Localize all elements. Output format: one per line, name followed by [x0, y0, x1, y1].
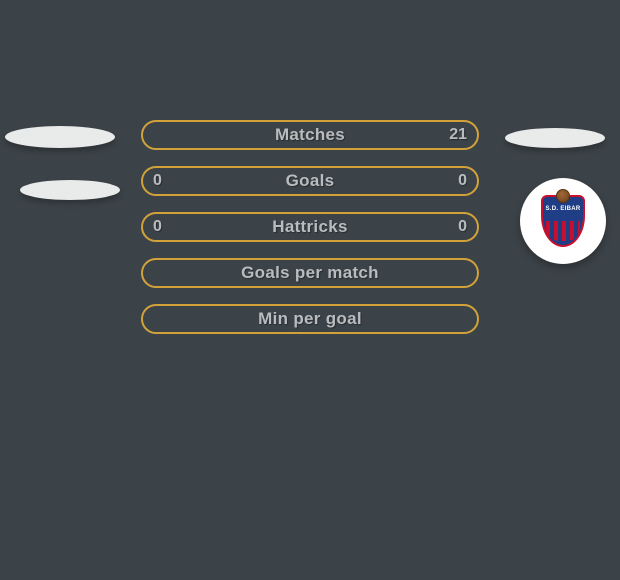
- stat-value-right: 0: [458, 218, 467, 236]
- decor-ellipse-left-2: [20, 180, 120, 200]
- stat-row: Min per goal: [141, 304, 479, 334]
- stat-label: Goals per match: [241, 263, 379, 283]
- crest-ball-icon: [556, 189, 570, 203]
- crest-stripes: [546, 221, 580, 241]
- stat-label: Min per goal: [258, 309, 362, 329]
- club-crest: S.D. EIBAR: [520, 178, 606, 264]
- stat-value-right: 0: [458, 172, 467, 190]
- stat-label: Hattricks: [272, 217, 347, 237]
- stat-row: Goals per match: [141, 258, 479, 288]
- stat-value-left: 0: [153, 218, 162, 236]
- decor-ellipse-left-1: [5, 126, 115, 148]
- stat-row: 0 Goals 0: [141, 166, 479, 196]
- stat-row: 0 Hattricks 0: [141, 212, 479, 242]
- page-background: [0, 0, 620, 580]
- crest-text: S.D. EIBAR: [545, 206, 580, 212]
- stat-value-left: 0: [153, 172, 162, 190]
- stat-row: Matches 21: [141, 120, 479, 150]
- stat-label: Matches: [275, 125, 345, 145]
- decor-ellipse-right: [505, 128, 605, 148]
- stat-label: Goals: [286, 171, 335, 191]
- club-crest-shield: S.D. EIBAR: [541, 195, 585, 247]
- stat-value-right: 21: [449, 126, 467, 144]
